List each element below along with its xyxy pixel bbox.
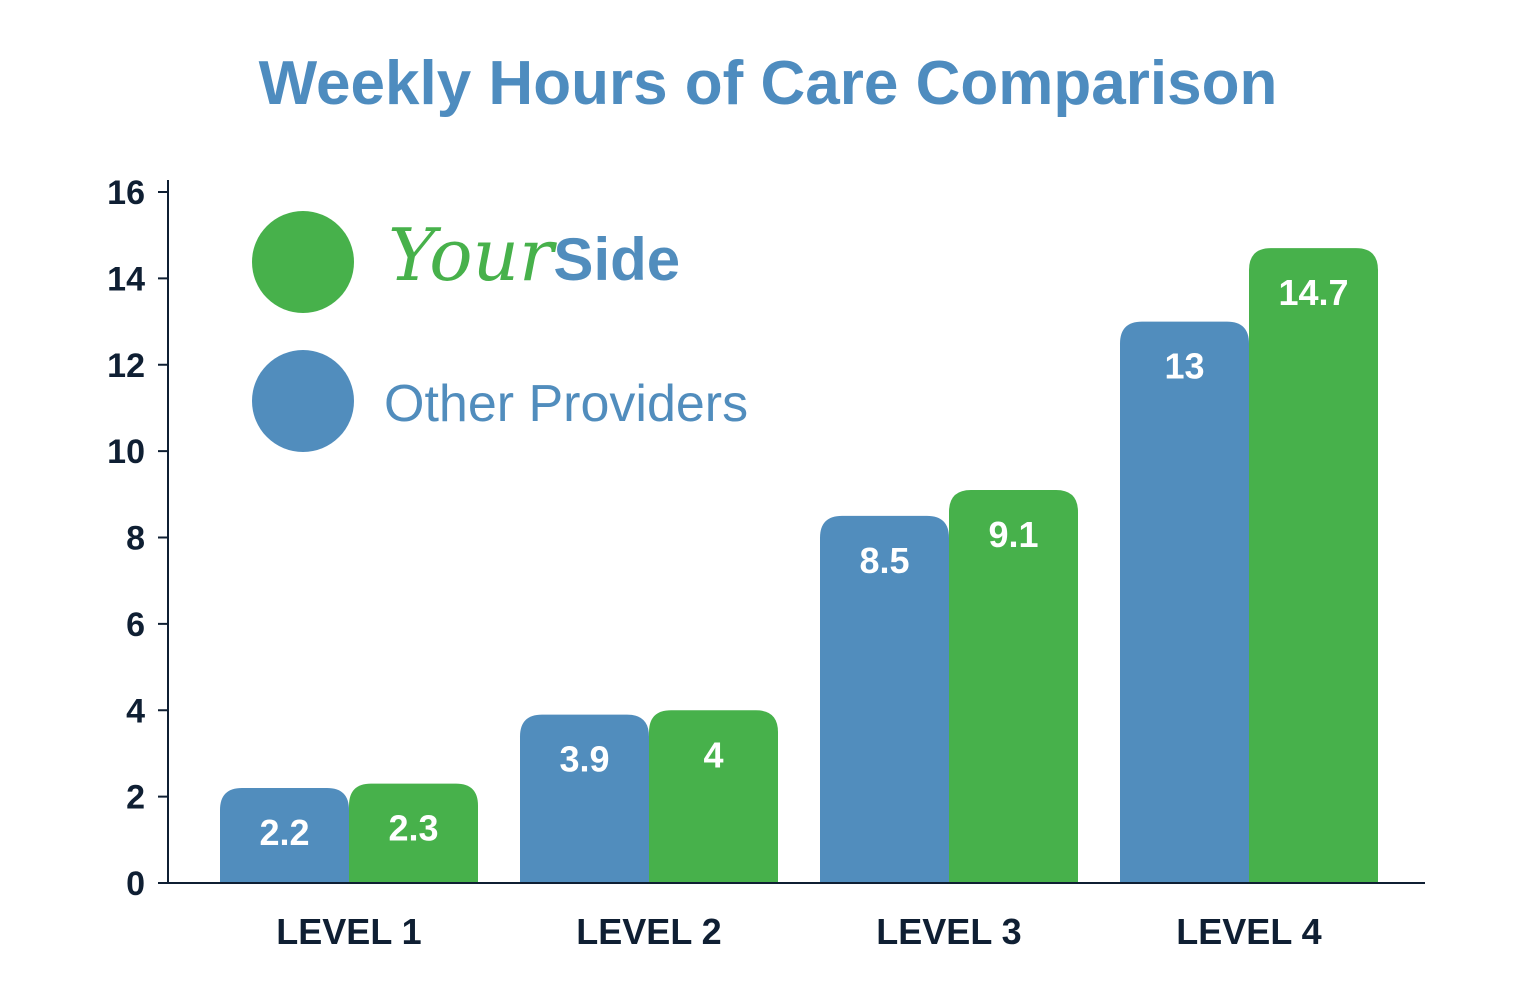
- y-tick-label-10: 10: [107, 433, 145, 471]
- data-label-other-providers-level-4: 13: [1164, 346, 1204, 387]
- bar-yourside-level-2: [649, 710, 778, 883]
- bar-other-providers-level-3: [820, 515, 949, 883]
- bar-other-providers-level-1: [220, 787, 349, 883]
- legend-swatch-other-providers: [252, 350, 354, 452]
- y-tick-label-8: 8: [126, 520, 145, 558]
- legend-yourside-script: Your: [388, 213, 557, 297]
- axes-layer: LEVEL 1 LEVEL 2 LEVEL 3 LEVEL 4 0 2 4 6 8 10 12 14 1…: [107, 174, 1425, 952]
- legend-label-other-providers: Other Providers: [384, 375, 748, 433]
- data-label-yourside-level-2: 4: [703, 734, 723, 775]
- bar-other-providers-level-2: [520, 714, 649, 883]
- data-label-yourside-level-4: 14.7: [1278, 272, 1348, 313]
- y-tick-label-2: 2: [126, 779, 145, 817]
- x-tick-label-3: LEVEL 3: [876, 911, 1021, 952]
- bars-layer: [220, 248, 1378, 884]
- legend-label-yourside: YourSide: [388, 213, 680, 297]
- legend-swatch-yourside: [252, 211, 354, 313]
- y-tick-label-12: 12: [107, 347, 145, 385]
- bar-yourside-level-3: [949, 489, 1078, 883]
- bar-yourside-level-1: [349, 783, 478, 883]
- bar-yourside-level-4: [1249, 248, 1378, 884]
- y-tick-label-6: 6: [126, 606, 145, 644]
- data-label-yourside-level-1: 2.3: [388, 808, 438, 849]
- x-tick-label-1: LEVEL 1: [276, 911, 421, 952]
- data-labels-layer: 2.2 2.3 3.9 4 8.5 9.1 13 14.7: [259, 272, 1348, 853]
- chart-title: Weekly Hours of Care Comparison: [259, 49, 1278, 118]
- legend-yourside-bold: Side: [553, 226, 680, 293]
- y-tick-label-14: 14: [107, 260, 145, 298]
- y-tick-label-4: 4: [126, 692, 145, 730]
- data-label-other-providers-level-2: 3.9: [559, 739, 609, 780]
- data-label-yourside-level-3: 9.1: [988, 514, 1038, 555]
- legend: YourSide Other Providers: [252, 211, 748, 452]
- y-tick-label-0: 0: [126, 865, 145, 903]
- x-tick-label-4: LEVEL 4: [1176, 911, 1321, 952]
- bar-other-providers-level-4: [1120, 321, 1249, 883]
- x-tick-label-2: LEVEL 2: [576, 911, 721, 952]
- data-label-other-providers-level-3: 8.5: [859, 540, 909, 581]
- y-tick-label-16: 16: [107, 174, 145, 212]
- data-label-other-providers-level-1: 2.2: [259, 812, 309, 853]
